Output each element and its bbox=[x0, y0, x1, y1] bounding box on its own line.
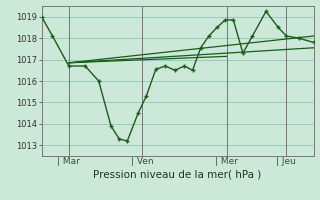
X-axis label: Pression niveau de la mer( hPa ): Pression niveau de la mer( hPa ) bbox=[93, 169, 262, 179]
